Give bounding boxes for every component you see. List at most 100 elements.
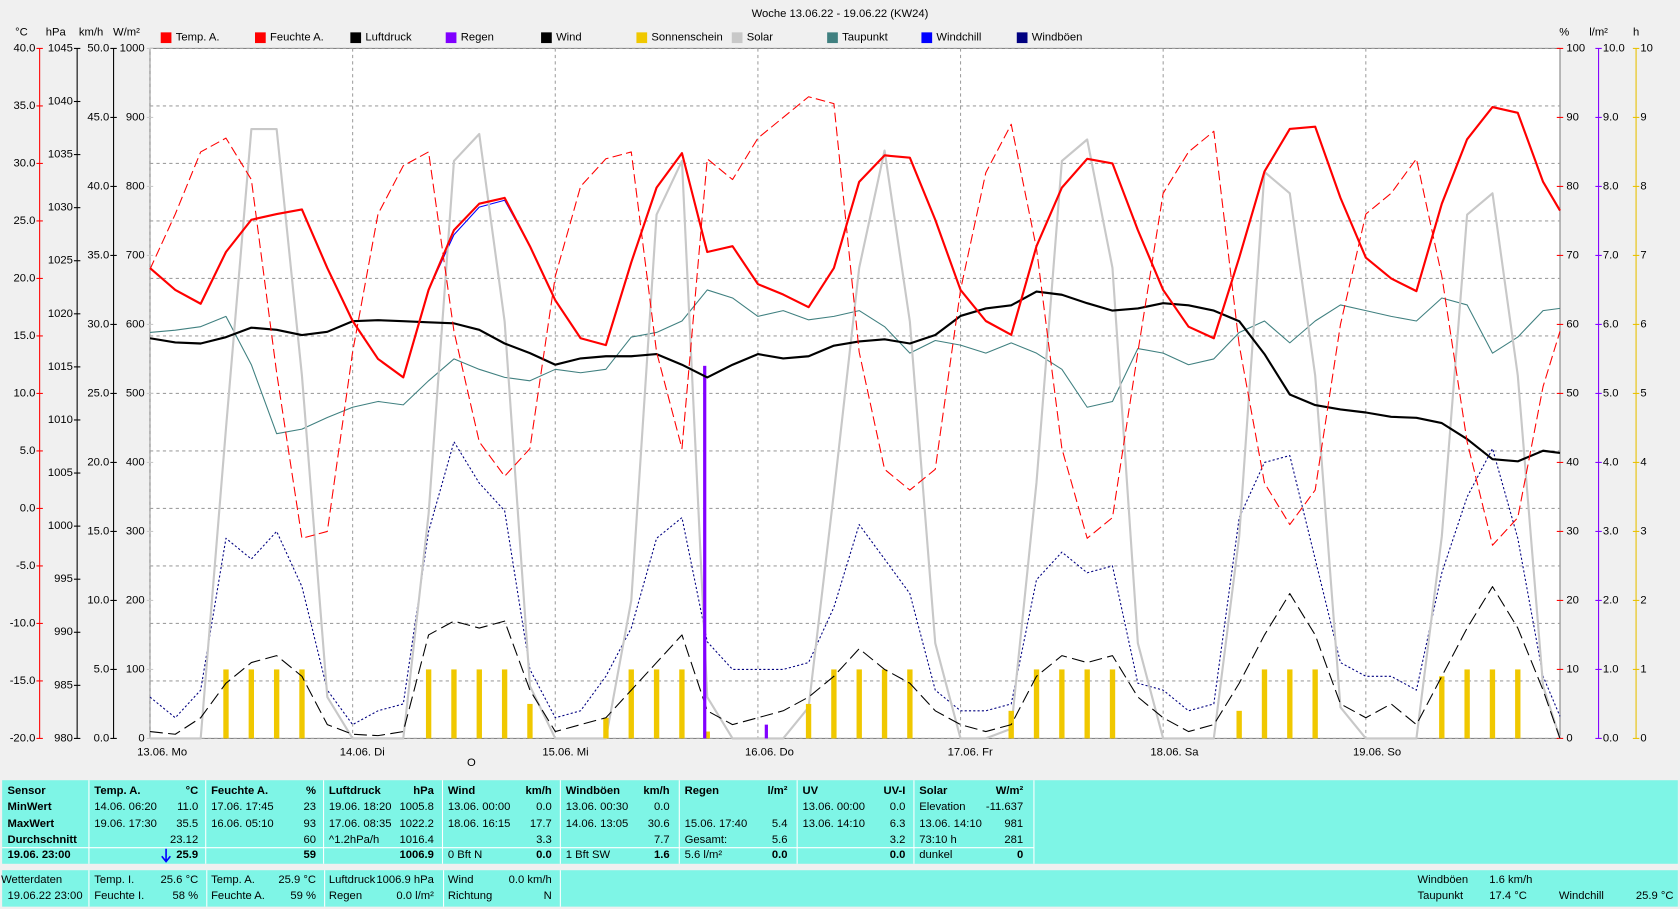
current-label: Wind	[448, 874, 474, 886]
legend-swatch	[1016, 32, 1028, 44]
y-tick-label: 300	[126, 525, 145, 537]
stats-cell-value: 0.0	[890, 801, 906, 813]
y-tick-label: 1010	[48, 414, 73, 426]
y-tick-label: 30.0	[87, 318, 109, 330]
chart-title: Woche 13.06.22 - 19.06.22 (KW24)	[752, 8, 929, 20]
y-tick-label: 20	[1566, 594, 1579, 606]
stats-unit: km/h	[526, 785, 552, 797]
stats-cell-label: 13.06. 00:30	[566, 801, 629, 813]
current-label: Feuchte A.	[211, 890, 265, 902]
y-tick-label: 5.0	[94, 663, 110, 675]
y-tick-label: 900	[126, 111, 145, 123]
stats-header: Feuchte A.	[211, 785, 268, 797]
bar	[703, 365, 707, 739]
bar	[679, 669, 685, 739]
stats-cell-value: 23.12	[170, 834, 198, 846]
y-tick-label: 1030	[48, 202, 73, 214]
y-tick-label: 1025	[48, 255, 73, 267]
stats-cell-value: 281	[1004, 834, 1023, 846]
stats-cell-label: 15.06. 17:40	[685, 818, 748, 830]
stats-cell-label: 19.06. 17:30	[94, 818, 157, 830]
stats-cell-value: 0	[1017, 849, 1023, 861]
y-tick-label: 10	[1566, 663, 1579, 675]
stats-cell-label: 1 Bft SW	[566, 849, 611, 861]
bar	[704, 731, 710, 739]
legend-label: Luftdruck	[365, 32, 412, 44]
legend-label: Temp. A.	[176, 32, 220, 44]
bar	[764, 724, 768, 739]
stats-cell-value: 11.0	[177, 801, 198, 813]
bar	[653, 669, 660, 739]
stats-header: UV	[803, 785, 819, 797]
y-tick-label: 50	[1566, 387, 1579, 399]
bar	[1464, 669, 1470, 739]
stats-header: Wind	[448, 785, 476, 797]
y-tick-label: 1015	[48, 361, 73, 373]
current-value: 1.6 km/h	[1489, 874, 1532, 886]
bar	[1515, 669, 1521, 739]
stats-cell-value: 1016.4	[400, 834, 434, 846]
bar	[831, 669, 837, 739]
stats-cell-value: 0.0	[772, 849, 788, 861]
stats-row-label: Durchschnitt	[8, 834, 78, 846]
stats-cell-value: 981	[1004, 818, 1023, 830]
stats-cell-value: 1005.8	[400, 801, 434, 813]
y-tick-label: 1035	[48, 149, 73, 161]
y-tick-label: 10	[1640, 42, 1653, 54]
stats-cell-value: 5.6	[772, 834, 788, 846]
stats-row-label: MinWert	[8, 801, 52, 813]
axis-unit: hPa	[46, 26, 67, 38]
y-tick-label: -15.0	[10, 675, 36, 687]
y-tick-label: 2	[1640, 594, 1646, 606]
y-tick-label: 1005	[48, 467, 73, 479]
legend-label: Sonnenschein	[651, 32, 722, 44]
stats-cell-label: dunkel	[919, 849, 952, 861]
y-tick-label: 9.0	[1603, 111, 1619, 123]
current-value: 1006.9 hPa	[376, 874, 434, 886]
axis-unit: °C	[15, 26, 28, 38]
stats-header: Windböen	[566, 785, 620, 797]
bar	[1033, 669, 1040, 739]
bar	[1084, 669, 1090, 739]
legend-label: Wind	[556, 32, 582, 44]
bar	[527, 703, 533, 739]
stats-cell-value: 17.7	[530, 818, 552, 830]
bar	[1489, 669, 1496, 739]
bar	[1109, 669, 1116, 739]
bar	[476, 669, 482, 739]
stats-cell-label: 0 Bft N	[448, 849, 482, 861]
stats-cell-value: -11.637	[986, 801, 1023, 813]
y-tick-label: 800	[126, 180, 145, 192]
stats-header: Regen	[685, 785, 720, 797]
plot-area	[149, 47, 1561, 739]
bar	[1059, 669, 1065, 739]
current-label: Luftdruck	[329, 874, 376, 886]
legend-label: Feuchte A.	[270, 32, 324, 44]
y-tick-label: 0.0	[20, 502, 36, 514]
axis-unit: h	[1633, 26, 1639, 38]
x-tick-label: 18.06. Sa	[1150, 746, 1199, 758]
y-tick-label: 500	[126, 387, 145, 399]
current-value: 17.4 °C	[1489, 890, 1527, 902]
bar	[628, 669, 634, 739]
current-value: 58 %	[173, 890, 199, 902]
y-tick-label: -10.0	[10, 617, 36, 629]
y-tick-label: 3.0	[1603, 525, 1619, 537]
stats-cell-label: 73:10 h	[919, 834, 957, 846]
series-line	[149, 586, 1561, 739]
stats-cell-label: Gesamt:	[685, 834, 728, 846]
bar	[881, 669, 888, 739]
current-value: 25.9 °C	[1636, 890, 1674, 902]
y-tick-label: 40	[1566, 456, 1579, 468]
stats-cell-value: 1.6	[654, 849, 670, 861]
y-tick-label: 1	[1640, 663, 1646, 675]
y-tick-label: 20.0	[87, 456, 109, 468]
stats-header: Sensor	[8, 785, 47, 797]
y-tick-label: 8.0	[1603, 180, 1619, 192]
y-tick-label: -20.0	[10, 732, 36, 744]
stats-cell-label: 17.06. 08:35	[329, 818, 392, 830]
legend-swatch	[731, 32, 743, 44]
y-tick-label: 15.0	[13, 330, 35, 342]
